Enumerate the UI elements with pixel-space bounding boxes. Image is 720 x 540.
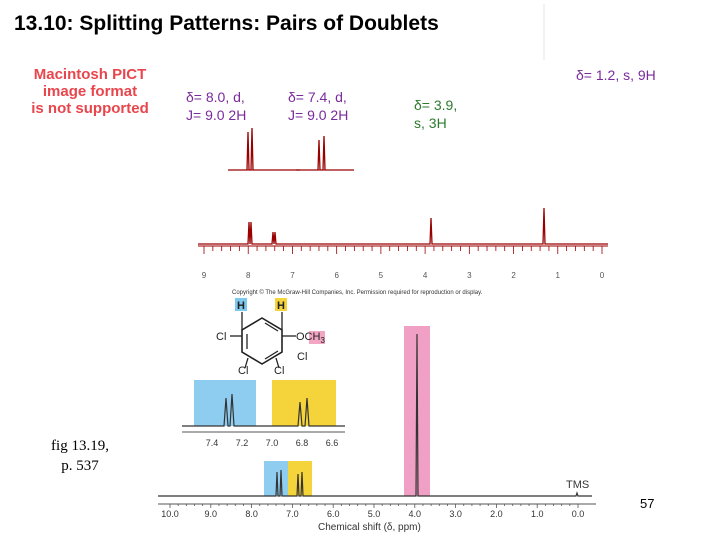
inset-axis-tick-label: 6.6 <box>326 438 339 448</box>
och3-highlight <box>309 331 325 344</box>
annotation-peak-8-0: δ= 8.0, d, J= 9.0 2H <box>186 88 246 124</box>
pict-notice-line: Macintosh PICT <box>33 66 147 83</box>
top-axis-tick-label: 4 <box>423 271 428 280</box>
bottom-axis-tick-label: 0.0 <box>572 509 585 519</box>
top-axis-tick-label: 2 <box>511 271 516 280</box>
top-axis-tick-label: 1 <box>556 271 561 280</box>
och3-label: OCH3 <box>296 331 325 345</box>
annotation-line: J= 9.0 2H <box>288 107 349 123</box>
bottom-axis-tick-label: 9.0 <box>205 509 218 519</box>
bottom-axis-tick-label: 6.0 <box>327 509 340 519</box>
yellow-peak-region <box>288 461 312 496</box>
page-number: 57 <box>640 496 655 511</box>
annotation-line: J= 9.0 2H <box>186 107 247 123</box>
top-axis-tick-label: 5 <box>379 271 384 280</box>
cl-label-bottom-right: Cl <box>274 365 284 377</box>
inset-axis-tick-label: 7.0 <box>266 438 279 448</box>
inset-yellow-region <box>272 380 336 426</box>
bottom-axis-tick-label: 10.0 <box>161 509 179 519</box>
top-axis-tick-label: 0 <box>600 271 605 280</box>
tms-label: TMS <box>566 479 589 491</box>
cl-label-left: Cl <box>216 331 226 343</box>
inset-axis-tick-label: 6.8 <box>296 438 309 448</box>
top-spectrum-trace <box>198 207 608 254</box>
cl-label-right: Cl <box>297 351 307 363</box>
top-axis-tick-label: 6 <box>334 271 339 280</box>
top-axis-tick-label: 3 <box>467 271 472 280</box>
bottom-axis-tick-label: 5.0 <box>368 509 381 519</box>
figure-caption-line: fig 13.19, <box>51 438 109 454</box>
inset-doublet-7-4 <box>296 135 354 171</box>
inset-doublet-8-0 <box>228 127 300 171</box>
bottom-axis-tick-label: 8.0 <box>245 509 258 519</box>
expansion-inset: 7.4 7.2 7.0 6.8 6.6 <box>182 380 345 448</box>
annotation-line: s, 3H <box>414 115 447 131</box>
bottom-axis-tick-label: 4.0 <box>409 509 422 519</box>
bottom-axis-title: Chemical shift (δ, ppm) <box>318 522 421 533</box>
top-axis-tick-label: 9 <box>202 271 207 280</box>
pict-unsupported-notice: Macintosh PICT image format is not suppo… <box>14 66 166 117</box>
inset-axis-tick-label: 7.4 <box>206 438 219 448</box>
h-left-label: H <box>237 300 245 312</box>
bottom-axis-tick-label: 1.0 <box>531 509 544 519</box>
figure-caption: fig 13.19, p. 537 <box>40 436 120 476</box>
annotation-peak-1-2: δ= 1.2, s, 9H <box>576 67 656 83</box>
annotation-line: δ= 3.9, <box>414 97 458 113</box>
pict-notice-line: is not supported <box>31 100 149 117</box>
molecule-structure: H H OCH3 Cl Cl Cl Cl <box>216 298 325 377</box>
cl-label-bottom-left: Cl <box>238 365 248 377</box>
bottom-axis-tick-label: 2.0 <box>490 509 503 519</box>
slide-title: 13.10: Splitting Patterns: Pairs of Doub… <box>14 12 439 35</box>
bottom-spectrum: 10.0 9.0 8.0 7.0 6.0 5.0 4.0 3.0 2.0 1.0 0.0 TMS C… <box>158 326 596 533</box>
top-axis-tick-label: 7 <box>290 271 295 280</box>
h-right-highlight <box>275 298 287 311</box>
top-axis-tick-label: 8 <box>246 271 251 280</box>
figure-caption-line: p. 537 <box>61 458 99 474</box>
bottom-axis-tick-label: 7.0 <box>286 509 299 519</box>
pict-notice-line: image format <box>42 83 138 100</box>
annotation-peak-7-4: δ= 7.4, d, J= 9.0 2H <box>288 88 348 124</box>
top-axis-labels: 9 8 7 6 5 4 3 2 1 0 <box>202 271 605 280</box>
h-left-highlight <box>235 298 247 311</box>
annotation-line: δ= 7.4, d, <box>288 89 347 105</box>
copyright-notice: Copyright © The McGraw-Hill Companies, I… <box>232 290 483 296</box>
annotation-line: δ= 8.0, d, <box>186 89 245 105</box>
bottom-axis-tick-label: 3.0 <box>449 509 462 519</box>
annotation-peak-3-9: δ= 3.9, s, 3H <box>414 96 457 132</box>
inset-axis-tick-label: 7.2 <box>236 438 249 448</box>
h-right-label: H <box>277 300 285 312</box>
